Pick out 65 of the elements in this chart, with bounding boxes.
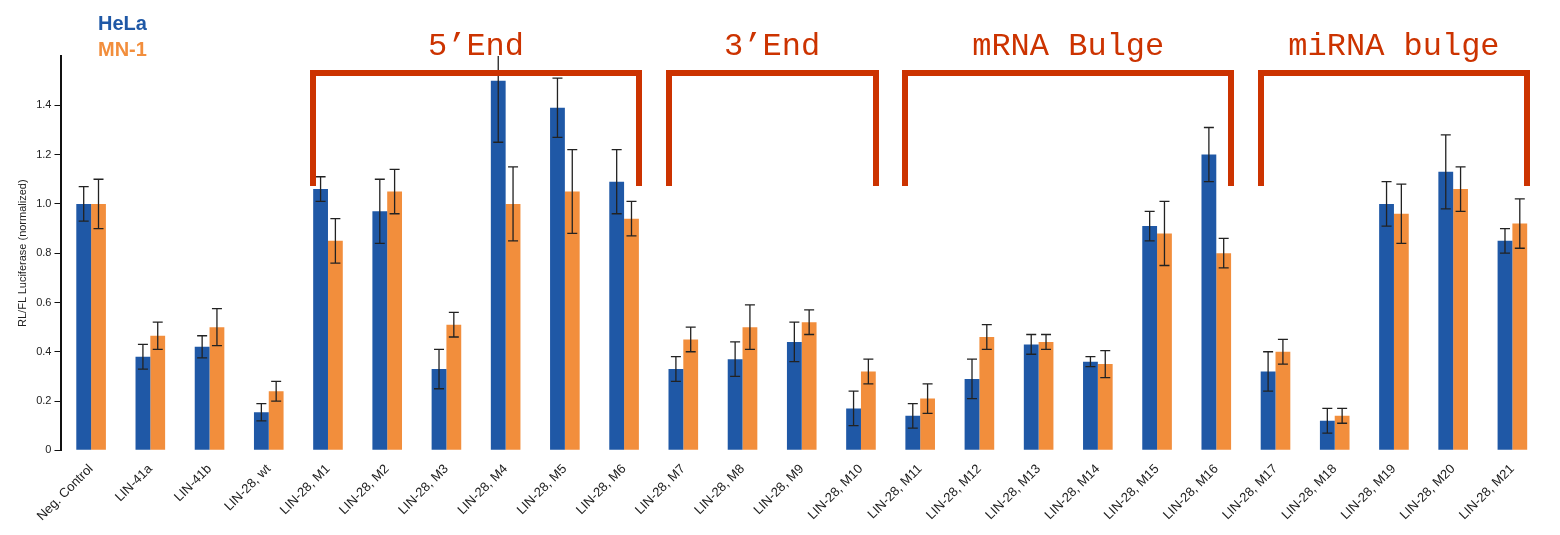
y-tick-label: 0.8 [36,246,52,259]
bar [727,359,743,450]
bar [1379,203,1394,450]
bar [1319,420,1335,450]
bar [624,218,639,450]
annotation: 3’End [723,28,822,65]
bar [135,356,151,450]
bar [1157,233,1172,450]
text: MN-1 [98,37,147,62]
bar [1023,344,1039,450]
bar [387,191,403,450]
annotation: 5’End [427,28,525,65]
y-tick-label: 0.4 [36,344,52,357]
bar [209,327,225,450]
bar [920,398,935,450]
bar [1438,171,1454,450]
bar [150,335,166,450]
bar [860,371,876,450]
bar [964,378,980,450]
bar [609,181,625,450]
bar [801,322,817,450]
bar [742,327,758,450]
bar [431,369,447,450]
bar [786,341,802,450]
y-tick-label: 0.6 [36,295,52,308]
bar [1275,351,1291,450]
bar [1201,154,1217,450]
bar [505,203,521,450]
bar [1097,364,1113,450]
y-axis-title: RL/FL Luciferase (normalized) [15,179,28,327]
bar [668,369,684,450]
bar [846,408,861,450]
bar [1038,341,1054,450]
bar [1216,253,1232,450]
y-tick-label: 1.2 [36,147,52,160]
bar [490,80,506,450]
bar [372,211,388,450]
bar [1393,213,1409,450]
y-tick-label: 0 [45,443,52,456]
bar [1512,223,1528,450]
y-tick-label: 1.0 [36,196,52,209]
bar [1453,189,1468,450]
bar [313,189,328,450]
bar [1497,240,1513,450]
bar [1142,226,1158,450]
bar [194,346,210,450]
annotation: miRNA bulge [1287,28,1501,65]
text: HeLa [98,11,147,36]
bar [550,107,565,450]
annotation: mRNA Bulge [971,28,1166,65]
bar [1334,415,1350,450]
bar [268,391,284,450]
bar [1083,361,1098,450]
bar [564,191,580,450]
bar [76,203,92,450]
y-tick-label: 1.4 [36,98,52,111]
bar [1260,371,1276,450]
bar [91,203,106,450]
bar [253,412,269,450]
y-tick-label: 0.2 [36,394,52,407]
bar [446,324,462,450]
bar [905,415,921,450]
bar [979,336,995,450]
bar [683,339,699,450]
bar [327,240,343,450]
